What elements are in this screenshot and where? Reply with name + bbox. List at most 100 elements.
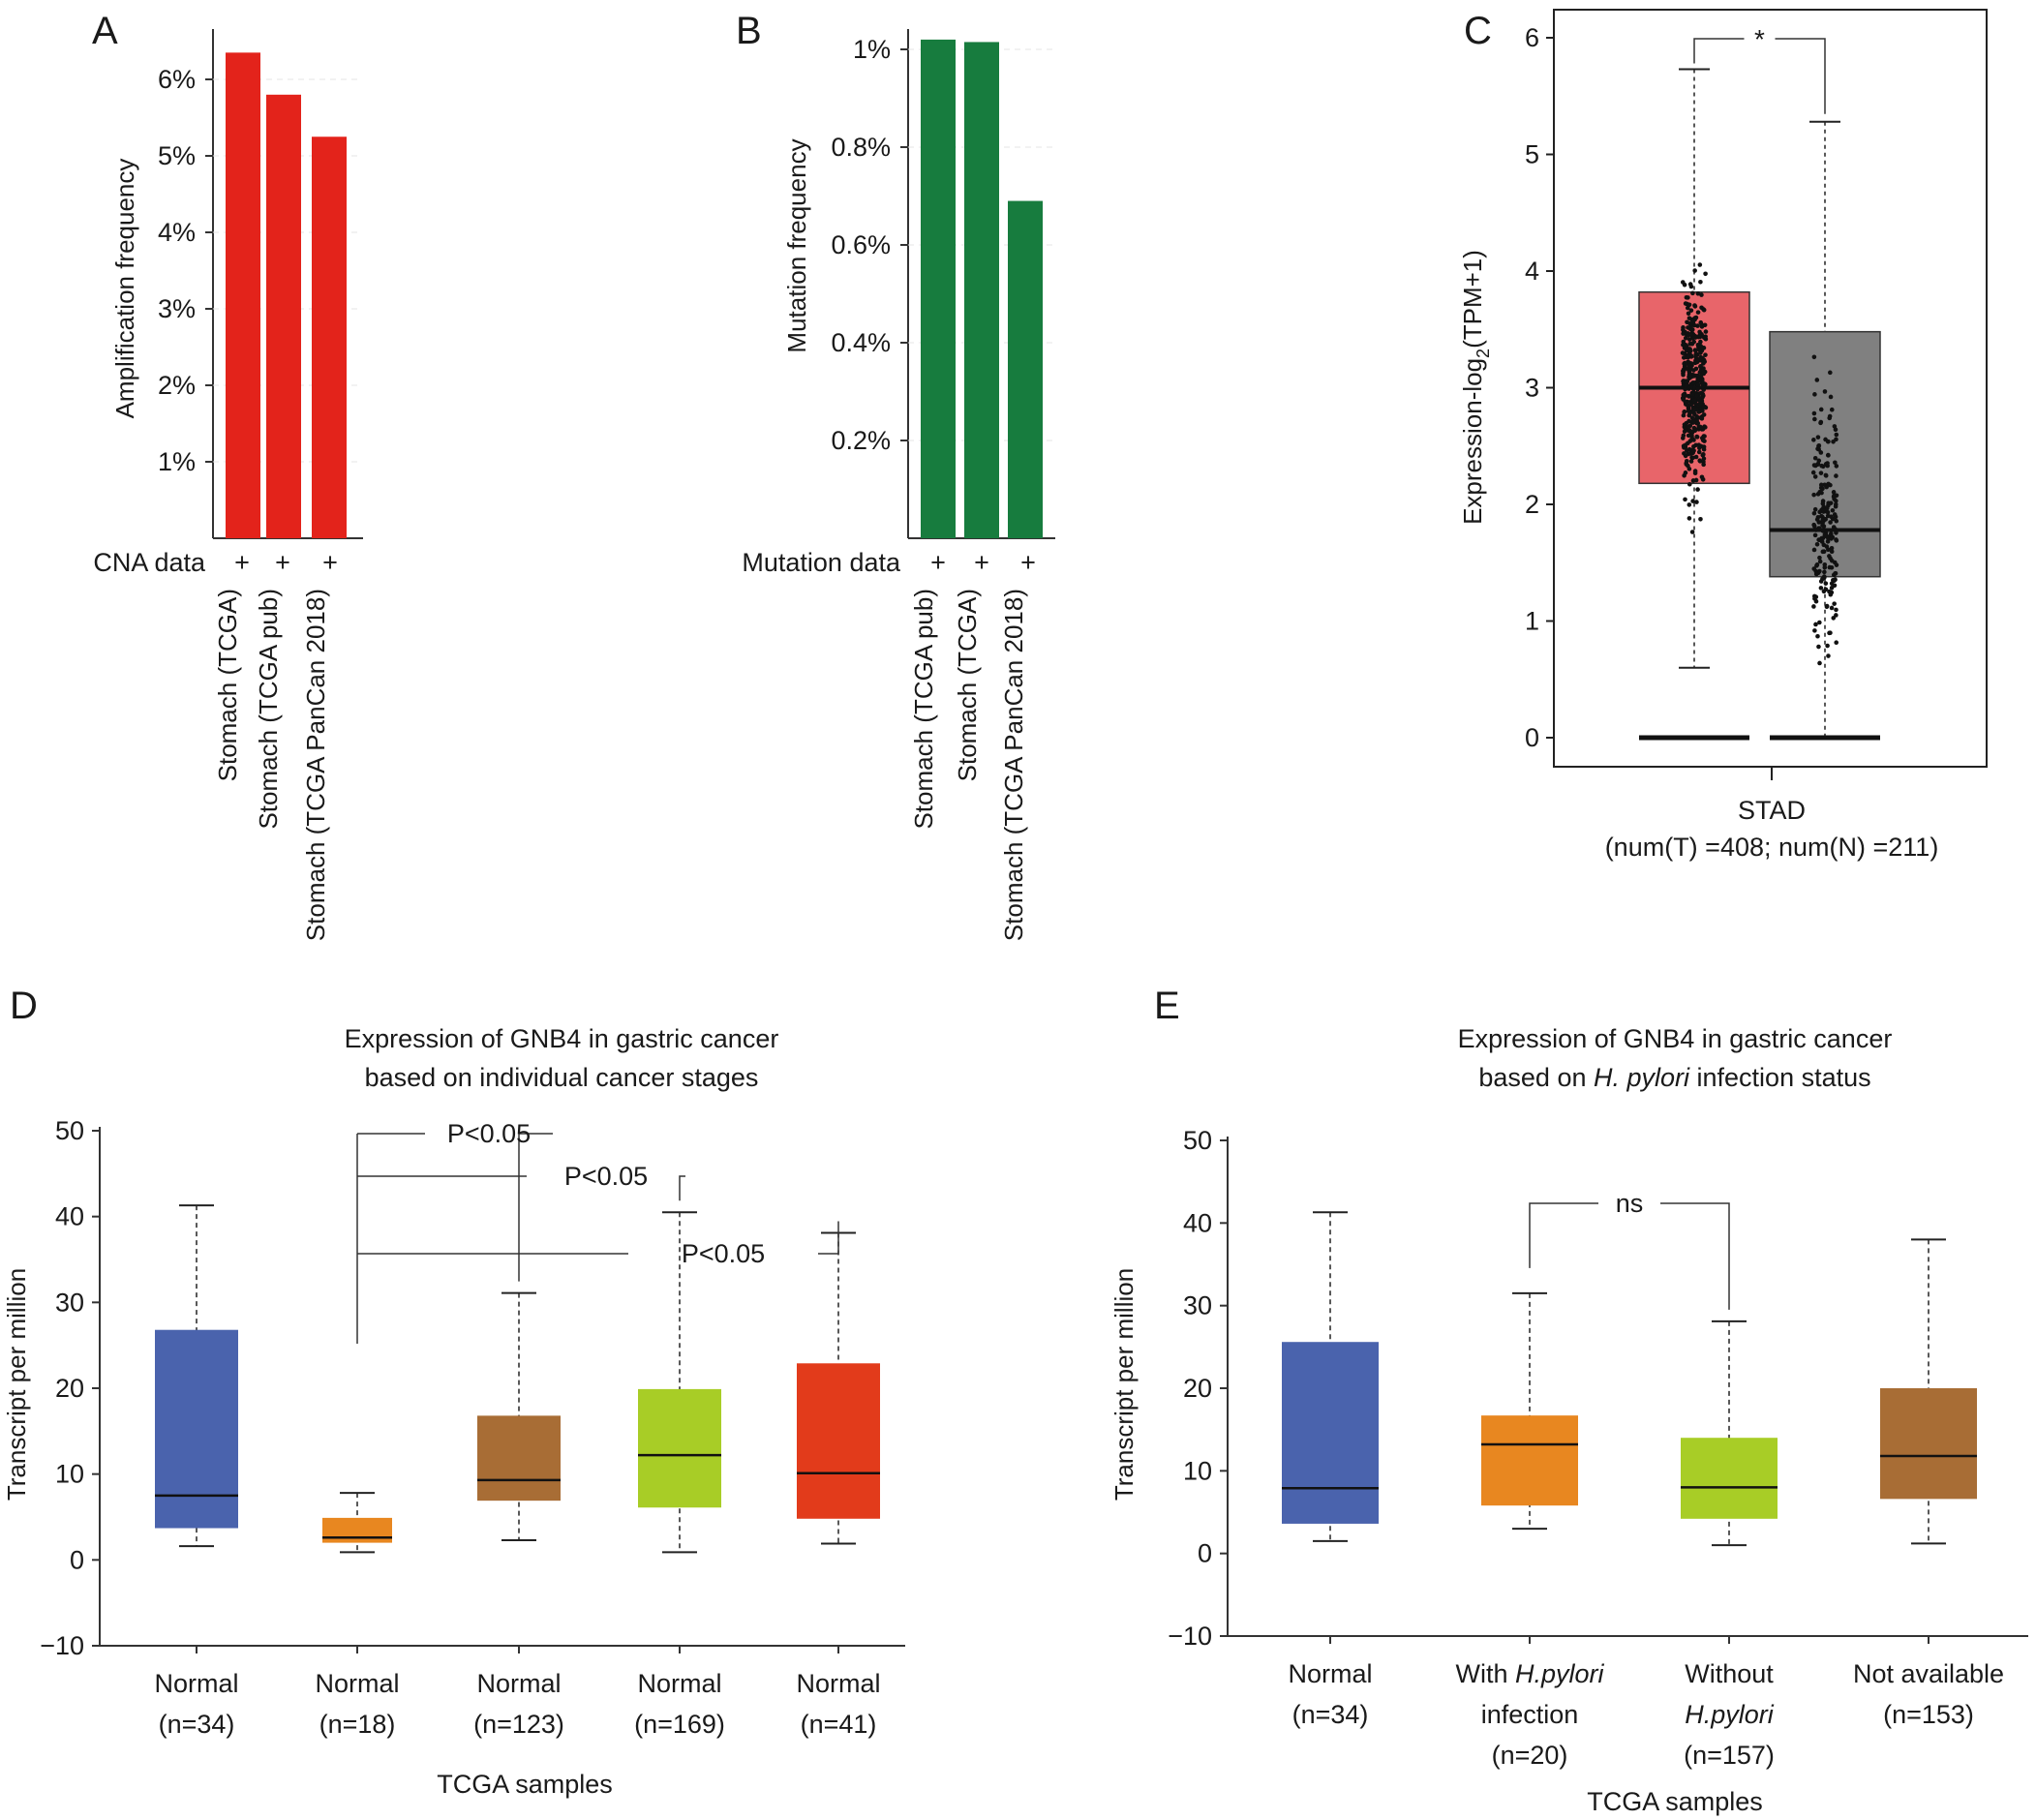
jitter-point (1824, 533, 1830, 539)
y-tick-label: 2 (1525, 490, 1539, 519)
jitter-point (1688, 308, 1694, 313)
jitter-point (1814, 541, 1820, 547)
panel-label-e: E (1154, 985, 1180, 1027)
jitter-point (1684, 383, 1688, 388)
jitter-point (1833, 460, 1838, 466)
jitter-point (1834, 432, 1839, 438)
jitter-point (1829, 565, 1835, 570)
jitter-point (1823, 587, 1829, 592)
jitter-point (1681, 412, 1687, 418)
jitter-point (1690, 379, 1696, 385)
y-tick-label: 10 (1183, 1456, 1212, 1485)
jitter-point (1822, 564, 1828, 570)
x-tick-label-n: (n=34) (159, 1710, 235, 1739)
jitter-point (1687, 316, 1692, 320)
jitter-point (1697, 458, 1702, 464)
axis-label-y-c-sub: 2 (1474, 349, 1493, 358)
axis-label-y-c-main: Expression-log (1458, 358, 1487, 525)
jitter-point (1813, 622, 1818, 627)
jitter-point (1701, 452, 1706, 457)
jitter-point (1701, 387, 1706, 392)
x-tick-label: Stomach (TCGA PanCan 2018) (301, 589, 330, 941)
jitter-point (1702, 434, 1707, 439)
jitter-point (1687, 481, 1692, 487)
chart-title-d-line2: based on individual cancer stages (365, 1063, 759, 1092)
panel-a: A Amplification frequency CNA data 1% 2% 3… (92, 10, 363, 941)
jitter-point (1690, 418, 1696, 424)
panel-c: C Expression-log2(TPM+1) STAD (num(T) =4… (1458, 9, 1988, 862)
jitter-point (1824, 604, 1830, 610)
jitter-point (1822, 569, 1827, 575)
jitter-point (1694, 407, 1699, 412)
box (322, 1517, 392, 1543)
jitter-point (1681, 372, 1686, 378)
x-tick-label-part: With (1455, 1659, 1515, 1688)
jitter-point (1684, 344, 1689, 349)
jitter-point (1692, 469, 1698, 473)
data-row-label-a: CNA data (93, 548, 206, 577)
jitter-point (1691, 317, 1696, 322)
jitter-point (1814, 378, 1820, 382)
x-tick-label: Stomach (TCGA) (953, 589, 982, 781)
x-tick-label: Normal (476, 1669, 561, 1698)
jitter-point (1685, 403, 1690, 408)
jitter-point (1820, 521, 1825, 526)
box (1282, 1342, 1379, 1524)
y-tick-label: 4% (158, 218, 196, 247)
jitter-point (1691, 448, 1696, 453)
jitter-point (1688, 429, 1694, 435)
jitter-point (1689, 436, 1695, 441)
bar (312, 136, 347, 538)
jitter-point (1832, 424, 1838, 429)
jitter-point (1697, 329, 1702, 335)
jitter-point (1695, 382, 1701, 387)
jitter-point (1696, 449, 1702, 455)
jitter-point (1695, 290, 1701, 296)
jitter-point (1810, 470, 1816, 475)
jitter-point (1812, 596, 1817, 601)
data-row-label-b: Mutation data (742, 548, 901, 577)
jitter-point (1820, 576, 1825, 582)
jitter-point (1687, 282, 1693, 287)
jitter-point (1833, 527, 1838, 532)
jitter-point (1688, 324, 1693, 329)
jitter-point (1698, 390, 1704, 396)
x-tick-label-n: (n=169) (634, 1710, 725, 1739)
data-row-mark: + (930, 548, 946, 577)
data-row-mark: + (234, 548, 250, 577)
y-tick-label: 1% (158, 447, 196, 476)
y-tick-label: 4 (1525, 257, 1539, 286)
x-tick-label-n: (n=157) (1684, 1741, 1775, 1770)
jitter-point (1817, 620, 1822, 625)
jitter-point (1817, 568, 1822, 574)
jitter-point (1688, 459, 1694, 464)
jitter-point (1829, 545, 1835, 551)
jitter-point (1683, 399, 1687, 405)
jitter-point (1687, 363, 1692, 368)
panel-e: E Expression of GNB4 in gastric cancer b… (1109, 985, 2028, 1816)
jitter-point (1701, 462, 1706, 468)
jitter-point (1696, 424, 1702, 430)
box (1880, 1388, 1977, 1500)
jitter-point (1683, 442, 1688, 447)
jitter-point (1692, 268, 1697, 273)
y-tick-label: 30 (1183, 1291, 1212, 1320)
jitter-point (1685, 448, 1689, 453)
jitter-point (1690, 320, 1696, 325)
jitter-point (1816, 644, 1821, 650)
jitter-point (1687, 418, 1691, 424)
x-tick-label-n: (n=153) (1883, 1700, 1974, 1729)
y-tick-label: 5% (158, 141, 196, 170)
jitter-point (1700, 355, 1705, 361)
axis-label-y-e: Transcript per million (1109, 1268, 1139, 1501)
axis-label-y-b: Mutation frequency (782, 138, 811, 352)
x-tick-label: Stomach (TCGA) (213, 589, 242, 781)
jitter-point (1823, 581, 1829, 586)
x-tick-label: Normal (796, 1669, 880, 1698)
jitter-point (1824, 461, 1830, 467)
jitter-point (1703, 271, 1708, 277)
jitter-point (1684, 461, 1689, 466)
data-row-mark: + (322, 548, 338, 577)
jitter-point (1818, 407, 1824, 412)
jitter-point (1693, 366, 1699, 372)
